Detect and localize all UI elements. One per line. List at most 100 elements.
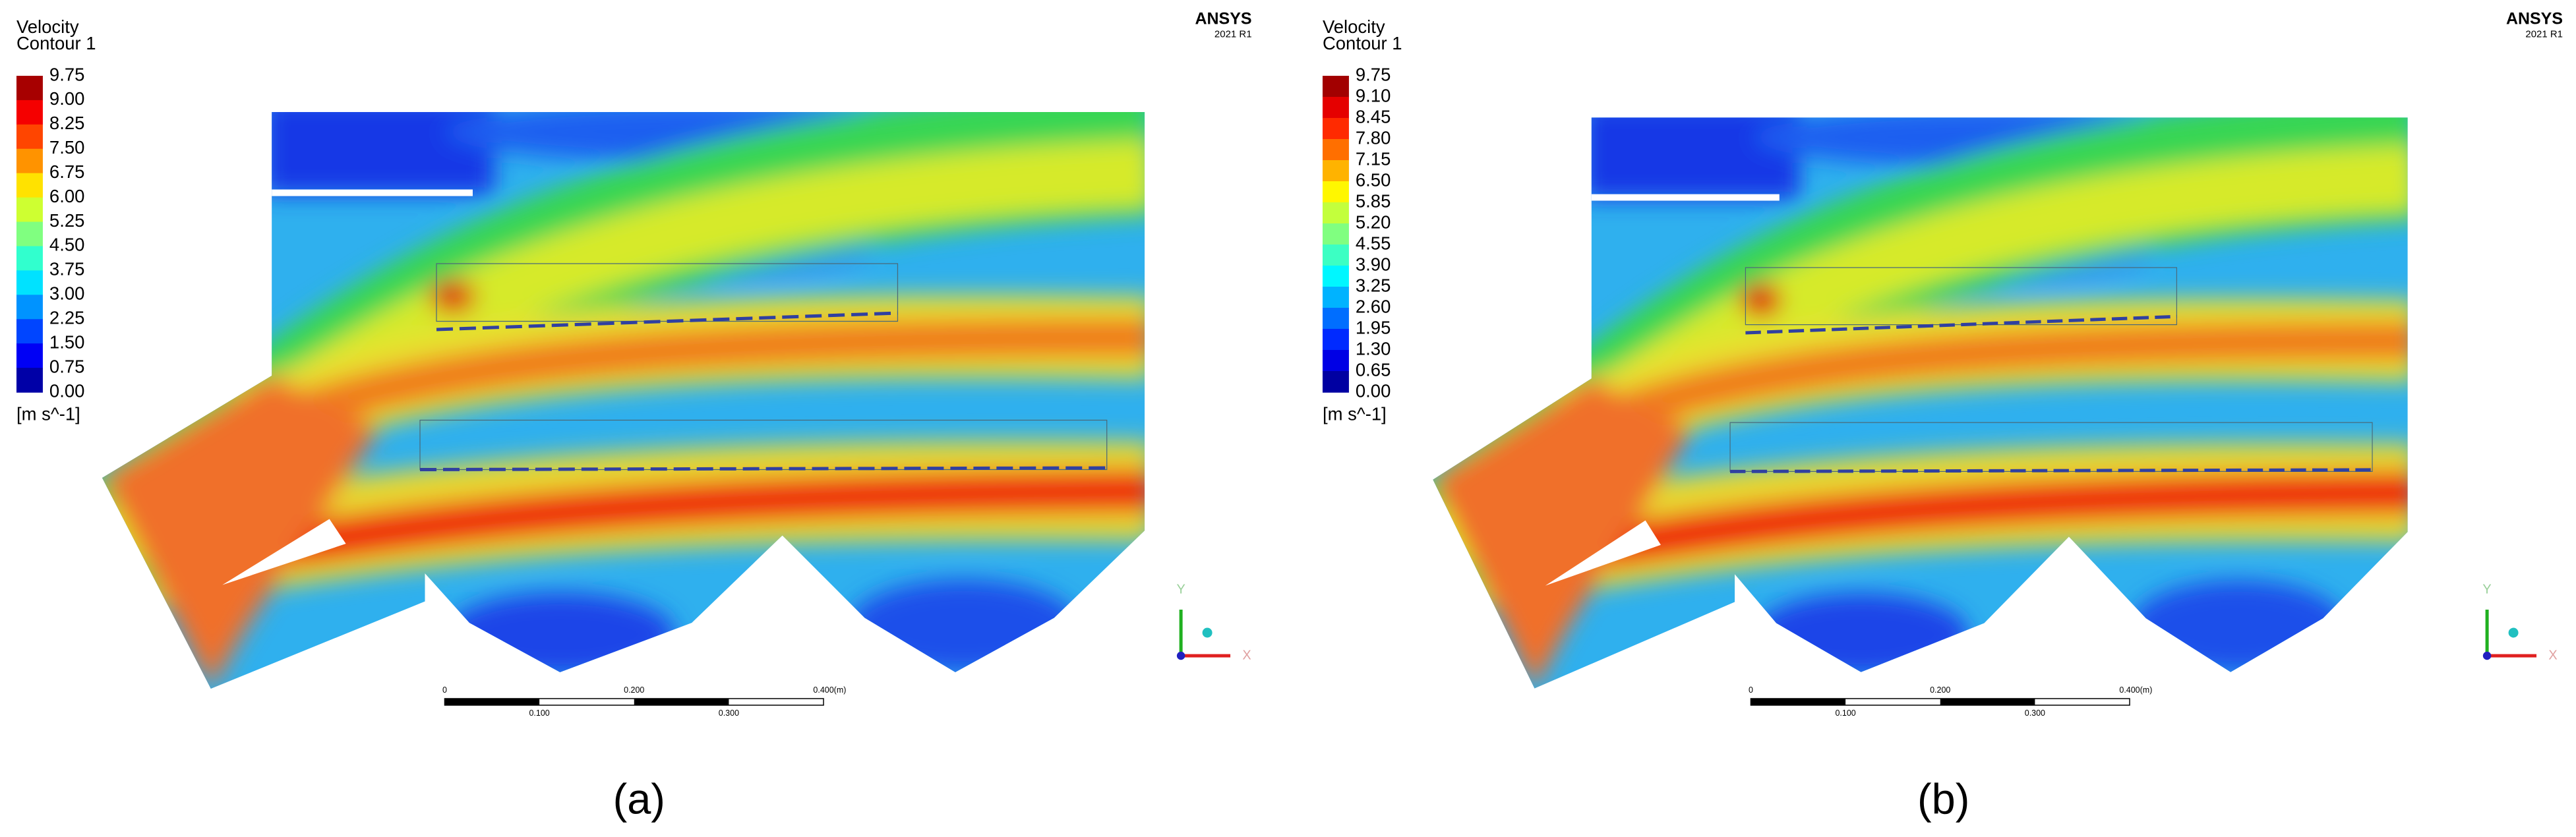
color-bar-segment [16,368,43,393]
z-axis-dot [1202,627,1213,638]
legend-level: 1.95 [1356,317,1391,337]
legend-level: 1.30 [1356,338,1391,359]
legend-level: 6.50 [1356,169,1391,190]
color-bar-segment [1322,287,1349,308]
color-bar-segment [1322,308,1349,330]
legend-level: 9.75 [1356,64,1391,84]
y-axis-label: Y [2482,582,2491,596]
color-bar-segment [16,100,43,125]
logo-name: ANSYS [2506,10,2563,28]
color-bar-segment [1322,371,1349,393]
color-bar-segment [16,319,43,344]
panel-label: (a) [613,775,665,823]
legend-level: 5.85 [1356,190,1391,211]
origin [2482,651,2492,660]
scale-bar-block [634,699,729,705]
color-bar-segment [16,173,43,198]
color-bar-segment [1322,245,1349,266]
scale-bar-unit: (m) [2140,685,2153,695]
legend-title: Contour 1 [16,33,96,53]
legend-title: Velocity [16,16,79,37]
color-bar-segment [1322,118,1349,140]
color-bar-segment [16,197,43,223]
logo-name: ANSYS [1195,10,1251,28]
color-bar-segment [16,295,43,320]
scale-bar-unit: (m) [834,685,847,695]
scale-bar-label: 0.300 [2025,708,2045,718]
velocity-contour [82,99,1170,692]
legend-level: 0.00 [1356,380,1391,401]
color-bar-segment [1322,350,1349,372]
color-bar-segment [16,148,43,174]
z-axis-dot [2508,627,2519,638]
color-bar-segment [1322,76,1349,98]
scale-bar-block [1940,699,2035,705]
axis-triad: YX [1176,582,1251,662]
x-axis-label: X [1242,648,1251,662]
y-axis-label: Y [1176,582,1185,596]
legend-level: 5.25 [49,210,84,231]
color-bar-segment [1322,97,1349,119]
color-bar-segment [1322,181,1349,203]
color-bar-segment [1322,266,1349,287]
scale-bar-block [444,699,540,705]
legend-level: 4.55 [1356,233,1391,253]
legend-level: 3.25 [1356,275,1391,295]
legend-level: 0.00 [49,380,84,401]
legend-level: 9.75 [49,64,84,84]
color-bar-segment [16,76,43,101]
scale-bar-label: 0 [442,685,447,695]
origin [1176,651,1185,660]
legend-unit: [m s^-1] [1323,403,1387,424]
color-bar-segment [1322,139,1349,161]
scale-bar-label: 0.100 [1835,708,1855,718]
legend-level: 7.50 [49,137,84,158]
scale-bar-label: 0.300 [719,708,739,718]
legend-title: Velocity [1323,16,1385,37]
legend-level: 0.65 [1356,359,1391,380]
logo-version: 2021 R1 [2525,28,2563,40]
color-bar-segment [16,124,43,150]
legend-level: 9.10 [1356,85,1391,105]
legend-level: 4.50 [49,235,84,255]
color-bar-segment [1322,329,1349,351]
color-bar-segment [16,221,43,247]
legend-level: 7.80 [1356,127,1391,148]
legend-level: 3.75 [49,259,84,279]
legend-unit: [m s^-1] [16,403,80,424]
legend-level: 6.75 [49,161,84,182]
scale-bar-label: 0.400 [2119,685,2140,695]
x-axis-label: X [2548,648,2557,662]
legend-level: 2.60 [1356,296,1391,316]
scale-bar-label: 0.100 [529,708,550,718]
scale-bar-label: 0.200 [1930,685,1950,695]
scale-bar: 0 0.200 0.400 (m) 0.100 0.300 [1749,685,2152,718]
scale-bar-label: 0.400 [813,685,833,695]
legend-level: 8.25 [49,113,84,133]
legend-level: 9.00 [49,88,84,109]
legend-level: 3.00 [49,283,84,304]
scale-bar-label: 0.200 [624,685,644,695]
legend-title: Contour 1 [1323,33,1402,53]
legend-level: 0.75 [49,356,84,376]
velocity-contour [1414,105,2431,692]
scale-bar-label: 0 [1749,685,1753,695]
color-bar-segment [16,270,43,296]
scale-bar-block [1751,699,1846,705]
color-bar-segment [1322,223,1349,245]
logo-version: 2021 R1 [1214,28,1252,40]
scale-bar: 0 0.200 0.400 (m) 0.100 0.300 [442,685,846,718]
legend-level: 5.20 [1356,212,1391,232]
legend-level: 1.50 [49,332,84,352]
color-bar-segment [1322,202,1349,224]
color-bar-segment [16,246,43,272]
legend-level: 6.00 [49,186,84,206]
color-bar-segment [1322,160,1349,182]
legend-level: 7.15 [1356,148,1391,169]
